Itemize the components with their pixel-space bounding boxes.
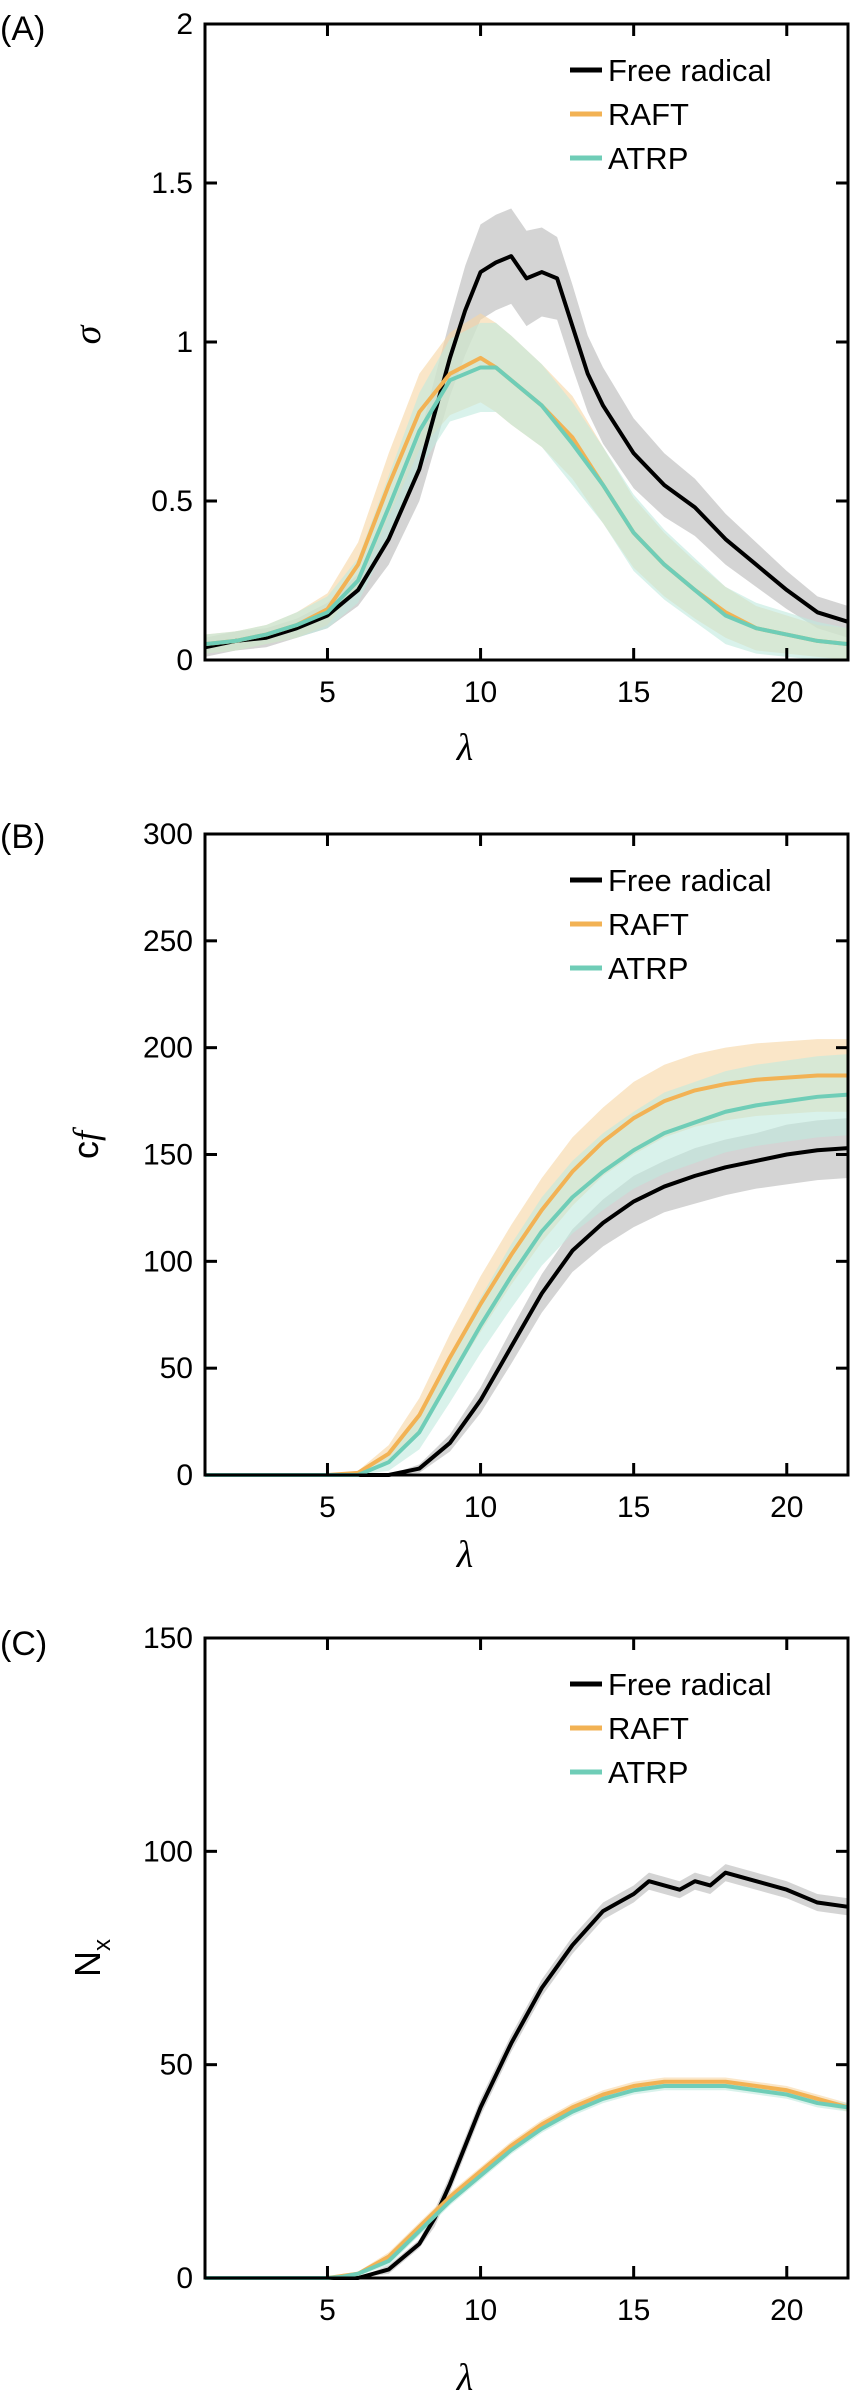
x-tick-label: 20	[770, 2294, 803, 2327]
error-band-atrp	[205, 1054, 848, 1475]
y-tick-label: 100	[143, 1245, 193, 1278]
y-axis-label-b-f: f	[66, 1126, 106, 1141]
series-line-atrp	[205, 1092, 849, 1477]
x-axis-label-c: λ	[456, 2357, 473, 2399]
x-axis-label-b: λ	[456, 1534, 473, 1576]
y-tick-label: 300	[143, 818, 193, 851]
legend-label: ATRP	[608, 1755, 688, 1790]
plot-area-c: 5 10 15 20 0 50 100 150 Free radical RAFT ATRP	[143, 1622, 850, 2327]
legend-label: RAFT	[608, 1711, 689, 1746]
y-axis-label-b: cf	[65, 1126, 106, 1159]
y-tick-label: 50	[160, 1352, 193, 1385]
series-line-atrp	[204, 365, 849, 647]
y-tick-label: 0	[176, 644, 193, 677]
plot-area-a: 5 10 15 20 0 0.5 1 1.5 2 Free radical RAFT ATRP	[151, 8, 850, 709]
y-axis-label-b-c: c	[65, 1141, 106, 1159]
x-tick-label: 15	[617, 676, 650, 709]
series-line-raft	[205, 2079, 849, 2280]
error-band-raft	[205, 2077, 848, 2278]
legend-label: Free radical	[608, 1667, 772, 1702]
series-line-atrp	[205, 2084, 849, 2280]
x-tick-label: 10	[464, 2294, 497, 2327]
x-tick-label: 15	[617, 2294, 650, 2327]
legend-label: Free radical	[608, 53, 772, 88]
series-line-free-radical	[205, 1870, 849, 2280]
y-tick-label: 2	[176, 8, 193, 41]
y-tick-label: 0.5	[151, 485, 193, 518]
axes-frame	[203, 1636, 850, 2280]
legend-label: Free radical	[608, 863, 772, 898]
panel-label-a: (A)	[0, 10, 45, 48]
y-tick-label: 100	[143, 1835, 193, 1868]
y-axis-label-c: Nx	[67, 1939, 116, 1977]
panel-label-c: (C)	[0, 1625, 47, 1663]
y-tick-label: 0	[176, 2262, 193, 2295]
x-tick-label: 5	[319, 1491, 336, 1524]
panel-label-b: (B)	[0, 818, 45, 856]
y-tick-label: 1.5	[151, 167, 193, 200]
y-tick-label: 150	[143, 1622, 193, 1655]
y-axis-label-c-n: N	[67, 1951, 108, 1977]
series-line-free-radical	[204, 254, 849, 650]
x-tick-label: 5	[319, 676, 336, 709]
y-tick-label: 150	[143, 1139, 193, 1172]
y-axis-label-a: σ	[67, 324, 109, 344]
y-tick-label: 200	[143, 1032, 193, 1065]
y-tick-label: 1	[176, 326, 193, 359]
y-tick-label: 250	[143, 925, 193, 958]
error-band-atrp	[205, 2081, 848, 2278]
panel-c: (C) 5 10 15 20 0 50 100 150 Free radical RAFT ATRP…	[0, 1622, 850, 2399]
y-axis-label-c-sub: x	[89, 1939, 116, 1951]
x-tick-label: 10	[464, 1491, 497, 1524]
x-tick-label: 10	[464, 676, 497, 709]
x-tick-label: 20	[770, 1491, 803, 1524]
y-tick-label: 0	[176, 1459, 193, 1492]
x-tick-label: 5	[319, 2294, 336, 2327]
legend-label: RAFT	[608, 907, 689, 942]
x-tick-label: 20	[770, 676, 803, 709]
panel-a: (A) 5 10 15 20 0 0.5 1 1.5 2 Free radical RAFT ATRP…	[0, 8, 850, 769]
legend-label: RAFT	[608, 97, 689, 132]
error-band-free-radical	[205, 1864, 848, 2278]
y-tick-label: 50	[160, 2049, 193, 2082]
legend-label: ATRP	[608, 951, 688, 986]
x-axis-label-a: λ	[456, 727, 473, 769]
legend-label: ATRP	[608, 141, 688, 176]
x-tick-label: 15	[617, 1491, 650, 1524]
error-band-free-radical	[205, 208, 848, 657]
error-band-free-radical	[205, 1118, 848, 1475]
series-line-raft	[205, 1073, 848, 1477]
